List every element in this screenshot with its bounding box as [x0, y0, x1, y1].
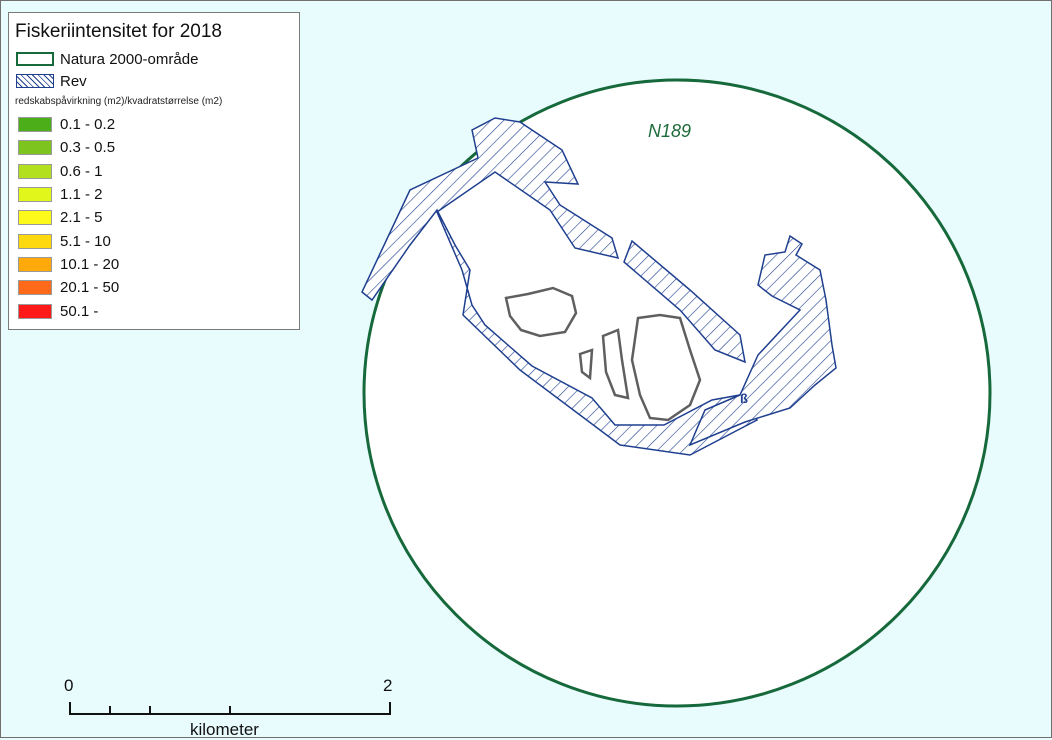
legend-class-row: 5.1 - 10 — [15, 229, 293, 252]
land-outline-small — [578, 348, 594, 381]
legend-class-row: 20.1 - 50 — [15, 276, 293, 299]
scale-end-label: 2 — [383, 676, 393, 695]
natura-symbol — [16, 52, 54, 66]
legend-class-swatch — [18, 233, 52, 249]
legend-class-row: 2.1 - 5 — [15, 206, 293, 229]
natura-area-label: N189 — [648, 121, 692, 141]
legend-class-swatch — [18, 280, 52, 296]
legend-class-swatch — [18, 140, 52, 156]
land-outline-west — [504, 286, 578, 338]
legend-class-swatch — [18, 303, 52, 319]
legend-class-label: 2.1 - 5 — [60, 209, 103, 227]
scale-bar-graphic — [69, 702, 391, 715]
reef-east-block[interactable] — [688, 234, 837, 447]
legend: Fiskeriintensitet for 2018 Natura 2000-o… — [8, 12, 300, 330]
scale-unit-label: kilometer — [190, 720, 259, 739]
legend-class-row: 10.1 - 20 — [15, 253, 293, 276]
scale-bar: 0 2 kilometer — [60, 676, 410, 739]
legend-class-list: 0.1 - 0.2 0.3 - 0.5 0.6 - 1 1.1 - 2 2.1 - 5 5… — [15, 113, 293, 323]
legend-subtitle: redskabspåvirkning (m2)/kvadratstørrelse… — [15, 96, 223, 107]
reef-middle-strip[interactable] — [623, 239, 746, 364]
rev-symbol — [16, 74, 54, 88]
land-outline-east — [630, 313, 702, 422]
legend-class-row: 0.3 - 0.5 — [15, 136, 293, 159]
legend-class-label: 0.6 - 1 — [60, 162, 103, 180]
natura-label: Natura 2000-område — [60, 50, 199, 68]
legend-row-natura: Natura 2000-område — [15, 48, 293, 70]
legend-class-row: 1.1 - 2 — [15, 183, 293, 206]
legend-class-row: 0.6 - 1 — [15, 160, 293, 183]
legend-class-swatch — [18, 210, 52, 226]
legend-class-swatch — [18, 187, 52, 203]
legend-class-row: 50.1 - — [15, 299, 293, 322]
legend-class-label: 10.1 - 20 — [60, 255, 120, 273]
legend-class-label: 0.3 - 0.5 — [60, 139, 116, 157]
legend-class-label: 0.1 - 0.2 — [60, 116, 116, 134]
rev-label: Rev — [60, 72, 87, 90]
scale-start-label: 0 — [64, 676, 74, 695]
legend-class-row: 0.1 - 0.2 — [15, 113, 293, 136]
legend-title: Fiskeriintensitet for 2018 — [15, 21, 222, 42]
legend-class-label: 1.1 - 2 — [60, 186, 103, 204]
legend-class-label: 5.1 - 10 — [60, 232, 111, 250]
legend-class-swatch — [18, 117, 52, 133]
legend-class-swatch — [18, 163, 52, 179]
legend-class-label: 50.1 - — [60, 302, 99, 320]
land-outline-middle — [601, 328, 630, 400]
reef-marker: ß — [740, 391, 748, 406]
legend-class-swatch — [18, 256, 52, 272]
legend-row-rev: Rev — [15, 70, 293, 92]
legend-class-label: 20.1 - 50 — [60, 279, 120, 297]
